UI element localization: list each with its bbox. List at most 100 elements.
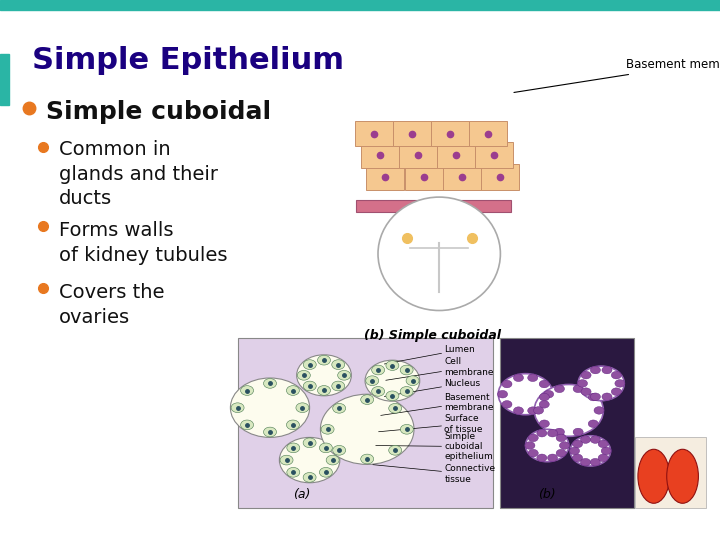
Circle shape [406,376,419,386]
Circle shape [303,472,316,482]
Circle shape [528,374,538,382]
Text: Surface
of tissue: Surface of tissue [379,414,482,434]
Circle shape [400,424,413,434]
Circle shape [264,379,276,388]
Bar [0,0,720,10]
Text: Simple cuboidal: Simple cuboidal [46,100,271,124]
Circle shape [537,454,547,462]
Circle shape [498,374,553,415]
Circle shape [240,420,253,430]
Circle shape [264,427,276,437]
Circle shape [297,355,351,396]
Ellipse shape [638,449,670,503]
Circle shape [588,420,598,428]
Circle shape [231,403,244,413]
Text: Simple
cuboidal
epithelium: Simple cuboidal epithelium [376,431,493,462]
Text: Common in
glands and their
ducts: Common in glands and their ducts [59,140,218,208]
Circle shape [303,360,316,369]
Circle shape [338,370,351,380]
Circle shape [611,388,621,395]
Ellipse shape [667,449,698,503]
FancyBboxPatch shape [481,164,519,190]
Circle shape [580,436,590,443]
Circle shape [333,446,346,455]
Circle shape [590,436,600,443]
Text: Lumen: Lumen [384,346,475,364]
Circle shape [333,403,346,413]
FancyBboxPatch shape [475,143,513,168]
Bar [0,54,9,105]
Circle shape [400,365,413,375]
Circle shape [297,370,310,380]
Text: (a): (a) [293,488,310,501]
Circle shape [361,395,374,404]
Text: Forms walls
of kidney tubules: Forms walls of kidney tubules [59,221,228,265]
Text: Connective
tissue: Connective tissue [373,464,495,484]
Circle shape [534,384,603,436]
Circle shape [389,403,402,413]
Circle shape [539,401,549,408]
Circle shape [590,393,600,401]
Circle shape [372,387,384,396]
Circle shape [287,420,300,430]
Circle shape [332,360,345,369]
Circle shape [547,454,557,462]
Circle shape [590,366,600,374]
Circle shape [513,407,523,414]
Circle shape [318,355,330,365]
Circle shape [570,436,611,466]
FancyBboxPatch shape [399,143,437,168]
Circle shape [526,429,569,462]
Circle shape [320,394,414,464]
Text: Basement membrane: Basement membrane [514,58,720,92]
Text: Basement
membrane: Basement membrane [381,393,494,415]
Circle shape [577,380,588,387]
Circle shape [539,393,549,401]
Text: Nucleus: Nucleus [384,379,480,396]
Circle shape [590,458,600,466]
Circle shape [581,388,591,395]
Circle shape [321,424,334,434]
Circle shape [537,429,547,437]
Circle shape [372,365,384,375]
Circle shape [559,442,570,449]
Circle shape [332,381,345,391]
Circle shape [400,387,413,396]
FancyBboxPatch shape [469,121,508,146]
Bar [331,43,706,335]
Circle shape [534,407,544,414]
Circle shape [580,458,590,466]
FancyBboxPatch shape [238,338,493,508]
Circle shape [280,455,293,465]
Circle shape [594,407,604,414]
Circle shape [547,429,557,437]
FancyBboxPatch shape [500,338,634,508]
Circle shape [502,380,512,388]
Text: (b): (b) [539,488,556,501]
FancyBboxPatch shape [437,143,475,168]
Circle shape [287,468,300,477]
Circle shape [556,449,566,457]
Circle shape [528,449,539,457]
Circle shape [602,366,612,374]
Circle shape [528,407,538,414]
FancyBboxPatch shape [405,164,443,190]
FancyBboxPatch shape [361,143,399,168]
Circle shape [366,376,379,386]
Circle shape [502,401,512,408]
Circle shape [320,443,333,453]
FancyBboxPatch shape [355,121,393,146]
FancyBboxPatch shape [393,121,431,146]
Circle shape [578,366,624,401]
FancyBboxPatch shape [443,164,481,190]
Circle shape [287,386,300,395]
Circle shape [573,385,583,393]
Circle shape [528,434,539,442]
Circle shape [601,447,611,455]
Bar [635,437,706,508]
Circle shape [539,420,549,428]
Circle shape [279,437,340,483]
Circle shape [598,440,608,448]
Circle shape [581,372,591,379]
Circle shape [573,428,583,436]
